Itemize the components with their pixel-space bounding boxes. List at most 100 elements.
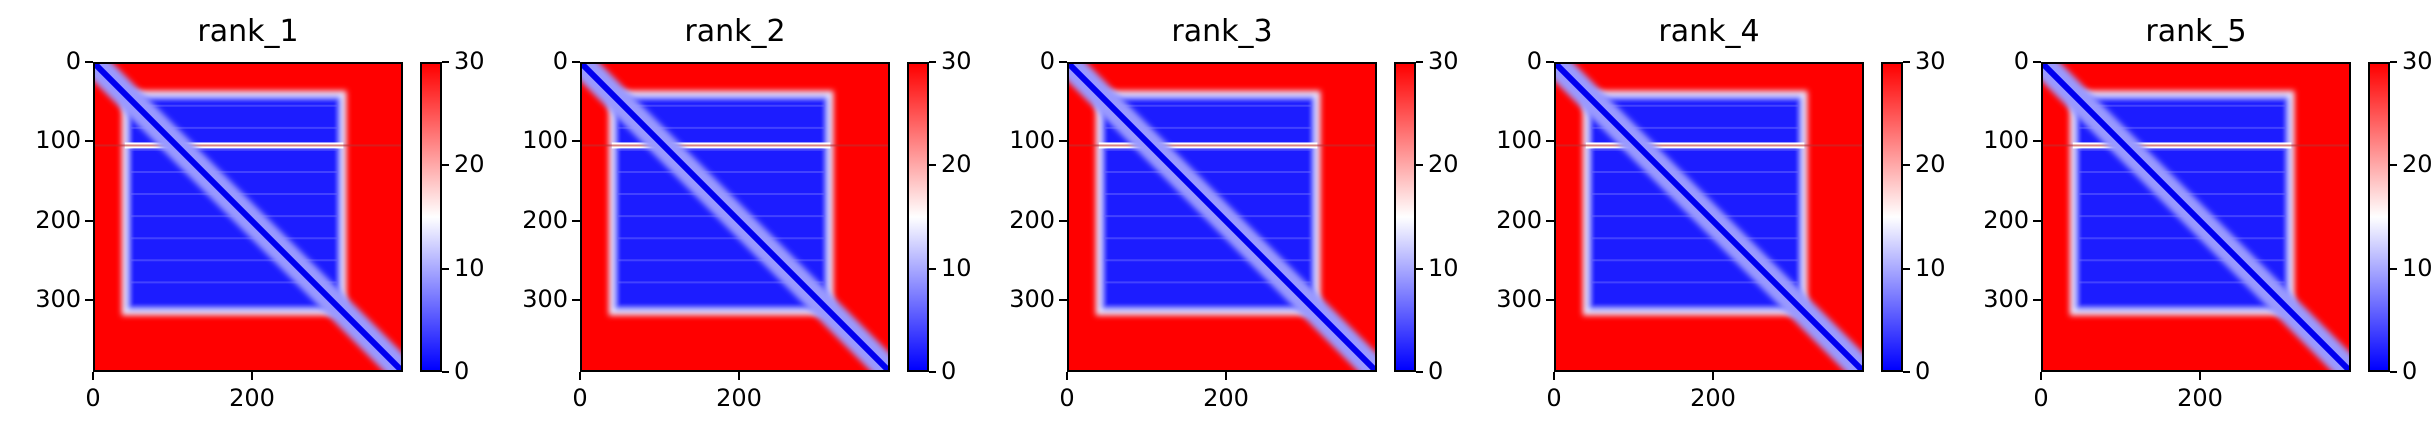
stripe-extension	[580, 144, 890, 146]
colorbar	[2368, 62, 2390, 372]
heatmap-panel: rank_3 0 100 200 300 0 200 0 10 20 30	[974, 0, 1461, 438]
x-tick-label: 0	[540, 384, 620, 412]
y-tick-label: 200	[1969, 206, 2029, 234]
y-tick-mark	[1546, 140, 1554, 142]
y-tick-label: 100	[21, 126, 81, 154]
colorbar-tick-mark	[1903, 61, 1910, 63]
y-tick-mark	[85, 299, 93, 301]
colorbar-tick-mark	[2390, 164, 2397, 166]
colorbar-tick-label: 30	[1915, 47, 1946, 75]
colorbar-tick-label: 30	[941, 47, 972, 75]
x-tick-mark	[1712, 372, 1714, 380]
heatmap-image	[1554, 62, 1864, 372]
y-tick-label: 0	[508, 47, 568, 75]
y-tick-label: 200	[508, 206, 568, 234]
y-tick-mark	[1059, 299, 1067, 301]
colorbar-tick-label: 30	[1428, 47, 1459, 75]
heatmap-image	[580, 62, 890, 372]
colorbar	[1394, 62, 1416, 372]
y-tick-label: 100	[1969, 126, 2029, 154]
x-tick-label: 200	[2160, 384, 2240, 412]
colorbar-tick-mark	[2390, 371, 2397, 373]
heatmap-panel: rank_2 0 100 200 300 0 200 0 10 20 30	[487, 0, 974, 438]
colorbar-tick-mark	[442, 371, 449, 373]
colorbar	[907, 62, 929, 372]
x-tick-mark	[251, 372, 253, 380]
colorbar	[1881, 62, 1903, 372]
colorbar-tick-mark	[442, 164, 449, 166]
x-tick-mark	[1225, 372, 1227, 380]
y-tick-label: 200	[995, 206, 1055, 234]
y-tick-label: 0	[1482, 47, 1542, 75]
colorbar-tick-mark	[2390, 268, 2397, 270]
x-tick-label: 200	[699, 384, 779, 412]
colorbar-tick-label: 0	[941, 357, 956, 385]
y-tick-label: 0	[21, 47, 81, 75]
x-tick-label: 0	[2001, 384, 2081, 412]
colorbar-tick-label: 10	[454, 254, 485, 282]
y-tick-mark	[85, 220, 93, 222]
heatmap-panel: rank_4 0 100 200 300 0 200 0 10 20 30	[1461, 0, 1948, 438]
colorbar-tick-label: 20	[454, 150, 485, 178]
colorbar-tick-mark	[929, 164, 936, 166]
x-tick-mark	[2199, 372, 2201, 380]
stripe-extension	[2041, 144, 2351, 146]
colorbar	[420, 62, 442, 372]
x-tick-label: 0	[53, 384, 133, 412]
colorbar-tick-label: 10	[2402, 254, 2433, 282]
x-tick-label: 0	[1027, 384, 1107, 412]
heatmap-image	[2041, 62, 2351, 372]
y-tick-label: 200	[21, 206, 81, 234]
stripe-extension	[93, 144, 403, 146]
colorbar-tick-mark	[1416, 164, 1423, 166]
colorbar-tick-label: 30	[2402, 47, 2433, 75]
colorbar-tick-mark	[1903, 268, 1910, 270]
y-tick-mark	[1546, 299, 1554, 301]
y-tick-mark	[1059, 61, 1067, 63]
y-tick-label: 100	[1482, 126, 1542, 154]
heatmap-panel: rank_1 0 100 200 300 0 200 0 10 20 30	[0, 0, 487, 438]
stripe-extension	[1554, 144, 1864, 146]
colorbar-tick-label: 0	[454, 357, 469, 385]
x-tick-label: 200	[212, 384, 292, 412]
x-tick-mark	[1066, 372, 1068, 380]
panel-title: rank_3	[1067, 14, 1377, 49]
y-tick-mark	[572, 220, 580, 222]
y-tick-label: 0	[995, 47, 1055, 75]
colorbar-tick-mark	[1903, 164, 1910, 166]
colorbar-tick-mark	[929, 268, 936, 270]
y-tick-label: 200	[1482, 206, 1542, 234]
y-tick-mark	[85, 140, 93, 142]
colorbar-tick-mark	[1416, 61, 1423, 63]
colorbar-tick-mark	[442, 61, 449, 63]
x-tick-mark	[92, 372, 94, 380]
colorbar-tick-label: 20	[1428, 150, 1459, 178]
y-tick-mark	[572, 299, 580, 301]
colorbar-tick-mark	[929, 371, 936, 373]
heatmap-image	[93, 62, 403, 372]
colorbar-tick-label: 20	[1915, 150, 1946, 178]
y-tick-label: 100	[508, 126, 568, 154]
colorbar-tick-mark	[1903, 371, 1910, 373]
stripe-extension	[1067, 144, 1377, 146]
y-tick-mark	[85, 61, 93, 63]
colorbar-tick-label: 0	[2402, 357, 2417, 385]
x-tick-label: 0	[1514, 384, 1594, 412]
y-tick-label: 300	[995, 285, 1055, 313]
y-tick-mark	[1546, 220, 1554, 222]
x-tick-label: 200	[1673, 384, 1753, 412]
colorbar-tick-mark	[2390, 61, 2397, 63]
x-tick-mark	[2040, 372, 2042, 380]
colorbar-tick-label: 10	[1428, 254, 1459, 282]
colorbar-tick-label: 0	[1428, 357, 1443, 385]
x-tick-mark	[738, 372, 740, 380]
heatmap-image	[1067, 62, 1377, 372]
colorbar-tick-label: 20	[941, 150, 972, 178]
y-tick-mark	[572, 140, 580, 142]
colorbar-tick-label: 30	[454, 47, 485, 75]
y-tick-label: 300	[21, 285, 81, 313]
colorbar-tick-label: 10	[1915, 254, 1946, 282]
colorbar-tick-label: 0	[1915, 357, 1930, 385]
y-tick-label: 300	[508, 285, 568, 313]
